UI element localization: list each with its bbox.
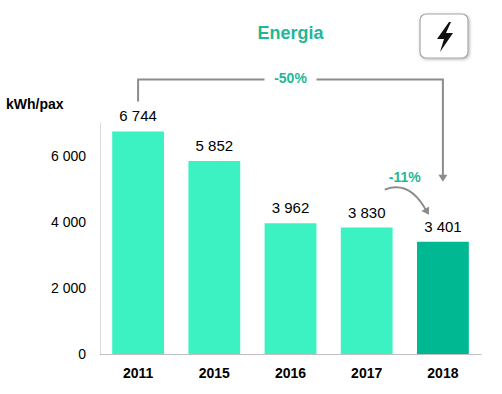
svg-text:4 000: 4 000 bbox=[51, 214, 86, 230]
svg-text:Energia: Energia bbox=[257, 23, 324, 43]
svg-text:6 744: 6 744 bbox=[119, 107, 157, 124]
svg-text:kWh/pax: kWh/pax bbox=[6, 96, 64, 112]
svg-text:2011: 2011 bbox=[123, 365, 154, 381]
svg-text:3 830: 3 830 bbox=[348, 204, 386, 221]
svg-text:0: 0 bbox=[78, 346, 86, 362]
svg-text:2015: 2015 bbox=[199, 365, 230, 381]
svg-text:6 000: 6 000 bbox=[51, 148, 86, 164]
svg-text:-11%: -11% bbox=[389, 169, 421, 185]
svg-text:2017: 2017 bbox=[351, 365, 382, 381]
svg-text:3 962: 3 962 bbox=[272, 199, 310, 216]
svg-text:2016: 2016 bbox=[275, 365, 306, 381]
svg-text:2 000: 2 000 bbox=[51, 280, 86, 296]
svg-text:5 852: 5 852 bbox=[196, 137, 234, 154]
svg-text:2018: 2018 bbox=[427, 365, 458, 381]
svg-text:3 401: 3 401 bbox=[424, 218, 462, 235]
svg-text:-50%: -50% bbox=[274, 70, 307, 86]
